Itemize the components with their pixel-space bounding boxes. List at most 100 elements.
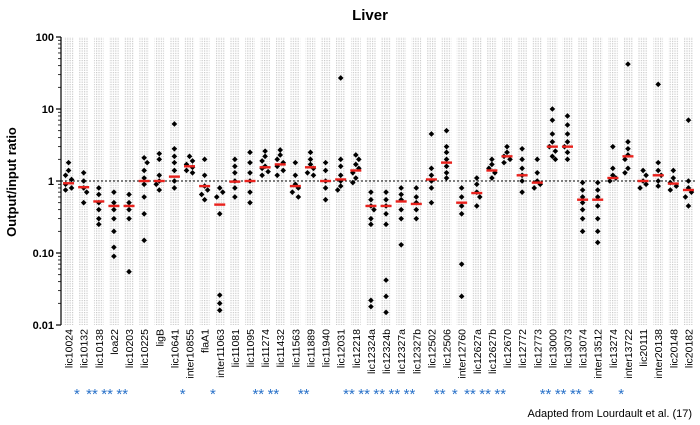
data-point: [213, 194, 220, 200]
data-point: [519, 178, 525, 184]
data-point: [443, 127, 450, 134]
data-point: [655, 167, 662, 174]
y-tick-label: 1: [48, 176, 54, 188]
data-point: [428, 131, 435, 137]
column-band: [487, 37, 497, 325]
data-point: [594, 215, 601, 222]
data-point: [232, 194, 238, 200]
significance-marker: **: [570, 386, 582, 403]
data-point: [274, 172, 281, 179]
x-tick-label: lic12506: [442, 329, 454, 368]
data-point: [232, 156, 238, 163]
data-point: [65, 167, 72, 174]
y-tick-label: 0.10: [33, 248, 54, 260]
data-point: [201, 196, 208, 203]
data-point: [232, 163, 238, 170]
data-point: [247, 169, 253, 176]
x-tick-labels: lic10024 lic10132 lic10138 loa22 lic10203 lic…: [64, 329, 696, 379]
data-point: [334, 187, 341, 193]
data-point: [144, 159, 150, 166]
significance-marker: *: [74, 386, 80, 403]
significance-marker: **: [116, 386, 128, 403]
data-point: [458, 185, 465, 191]
significance-marker: **: [389, 386, 401, 403]
data-point: [549, 131, 556, 137]
data-point: [383, 277, 389, 283]
data-point: [552, 156, 559, 163]
data-point: [68, 185, 75, 191]
x-tick-label: loa22: [109, 329, 121, 355]
data-point: [531, 185, 538, 191]
x-tick-label: inter12760: [457, 329, 469, 379]
significance-marker: **: [434, 386, 446, 403]
data-point: [594, 239, 601, 246]
data-point: [83, 189, 90, 195]
data-points: [62, 61, 695, 316]
data-point: [443, 163, 450, 170]
data-point: [458, 211, 465, 217]
significance-marker: *: [452, 386, 458, 403]
data-point: [111, 228, 117, 235]
data-point: [111, 199, 117, 206]
data-point: [307, 161, 314, 168]
data-point: [265, 168, 271, 175]
y-axis: 100 10 1 0.10 0.01: [33, 32, 62, 332]
data-point: [80, 169, 87, 176]
significance-marker: **: [404, 386, 416, 403]
x-tick-label: inter10855: [185, 329, 197, 379]
data-point: [289, 189, 296, 195]
x-tick-label: lic11563: [290, 329, 302, 367]
x-tick-label: inter11063: [215, 329, 227, 378]
data-point: [204, 187, 211, 193]
data-point: [216, 211, 223, 217]
data-point: [579, 199, 586, 206]
data-point: [398, 215, 404, 222]
data-point: [337, 75, 344, 81]
data-point: [564, 139, 571, 145]
data-point: [443, 149, 450, 156]
data-point: [156, 156, 163, 163]
x-tick-label: lic12327b: [411, 329, 423, 374]
data-point: [610, 172, 616, 179]
data-point: [62, 172, 69, 179]
x-tick-label: lic10203: [124, 329, 136, 368]
x-tick-label: lic12218: [351, 329, 363, 368]
significance-marker: **: [343, 386, 355, 403]
data-point: [156, 187, 163, 193]
data-point: [322, 185, 329, 191]
x-tick-label: lic12627b: [487, 329, 499, 374]
column-band: [63, 37, 74, 325]
data-point: [564, 122, 571, 128]
data-point: [458, 293, 465, 300]
column-band: [411, 37, 422, 325]
data-point: [383, 309, 389, 316]
data-point: [398, 185, 404, 191]
x-tick-label: inter13512: [593, 329, 605, 379]
x-tick-label: lic12772: [517, 329, 529, 368]
data-point: [458, 203, 465, 209]
column-band: [199, 37, 210, 325]
data-point: [292, 159, 299, 166]
data-point: [141, 175, 147, 181]
data-point: [274, 163, 281, 170]
data-point: [353, 175, 359, 181]
column-band: [471, 37, 482, 325]
x-tick-label: lic10225: [139, 329, 151, 368]
data-point: [337, 183, 344, 189]
data-point: [247, 199, 253, 206]
data-point: [337, 172, 344, 179]
data-point: [428, 185, 435, 191]
data-point: [413, 215, 420, 222]
data-point: [685, 117, 692, 123]
data-point: [280, 159, 287, 166]
data-point: [368, 221, 374, 228]
column-band: [608, 37, 618, 325]
data-point: [383, 189, 389, 195]
data-point: [428, 172, 435, 179]
x-tick-label: inter20138: [653, 329, 665, 379]
data-point: [171, 159, 178, 166]
data-point: [322, 159, 329, 166]
data-point: [537, 181, 544, 188]
significance-markers: * ** ** ** * * ** ** ** ** ** ** ** ** ** * ** ** ** ** ** **…: [74, 386, 624, 403]
data-point: [625, 139, 631, 145]
